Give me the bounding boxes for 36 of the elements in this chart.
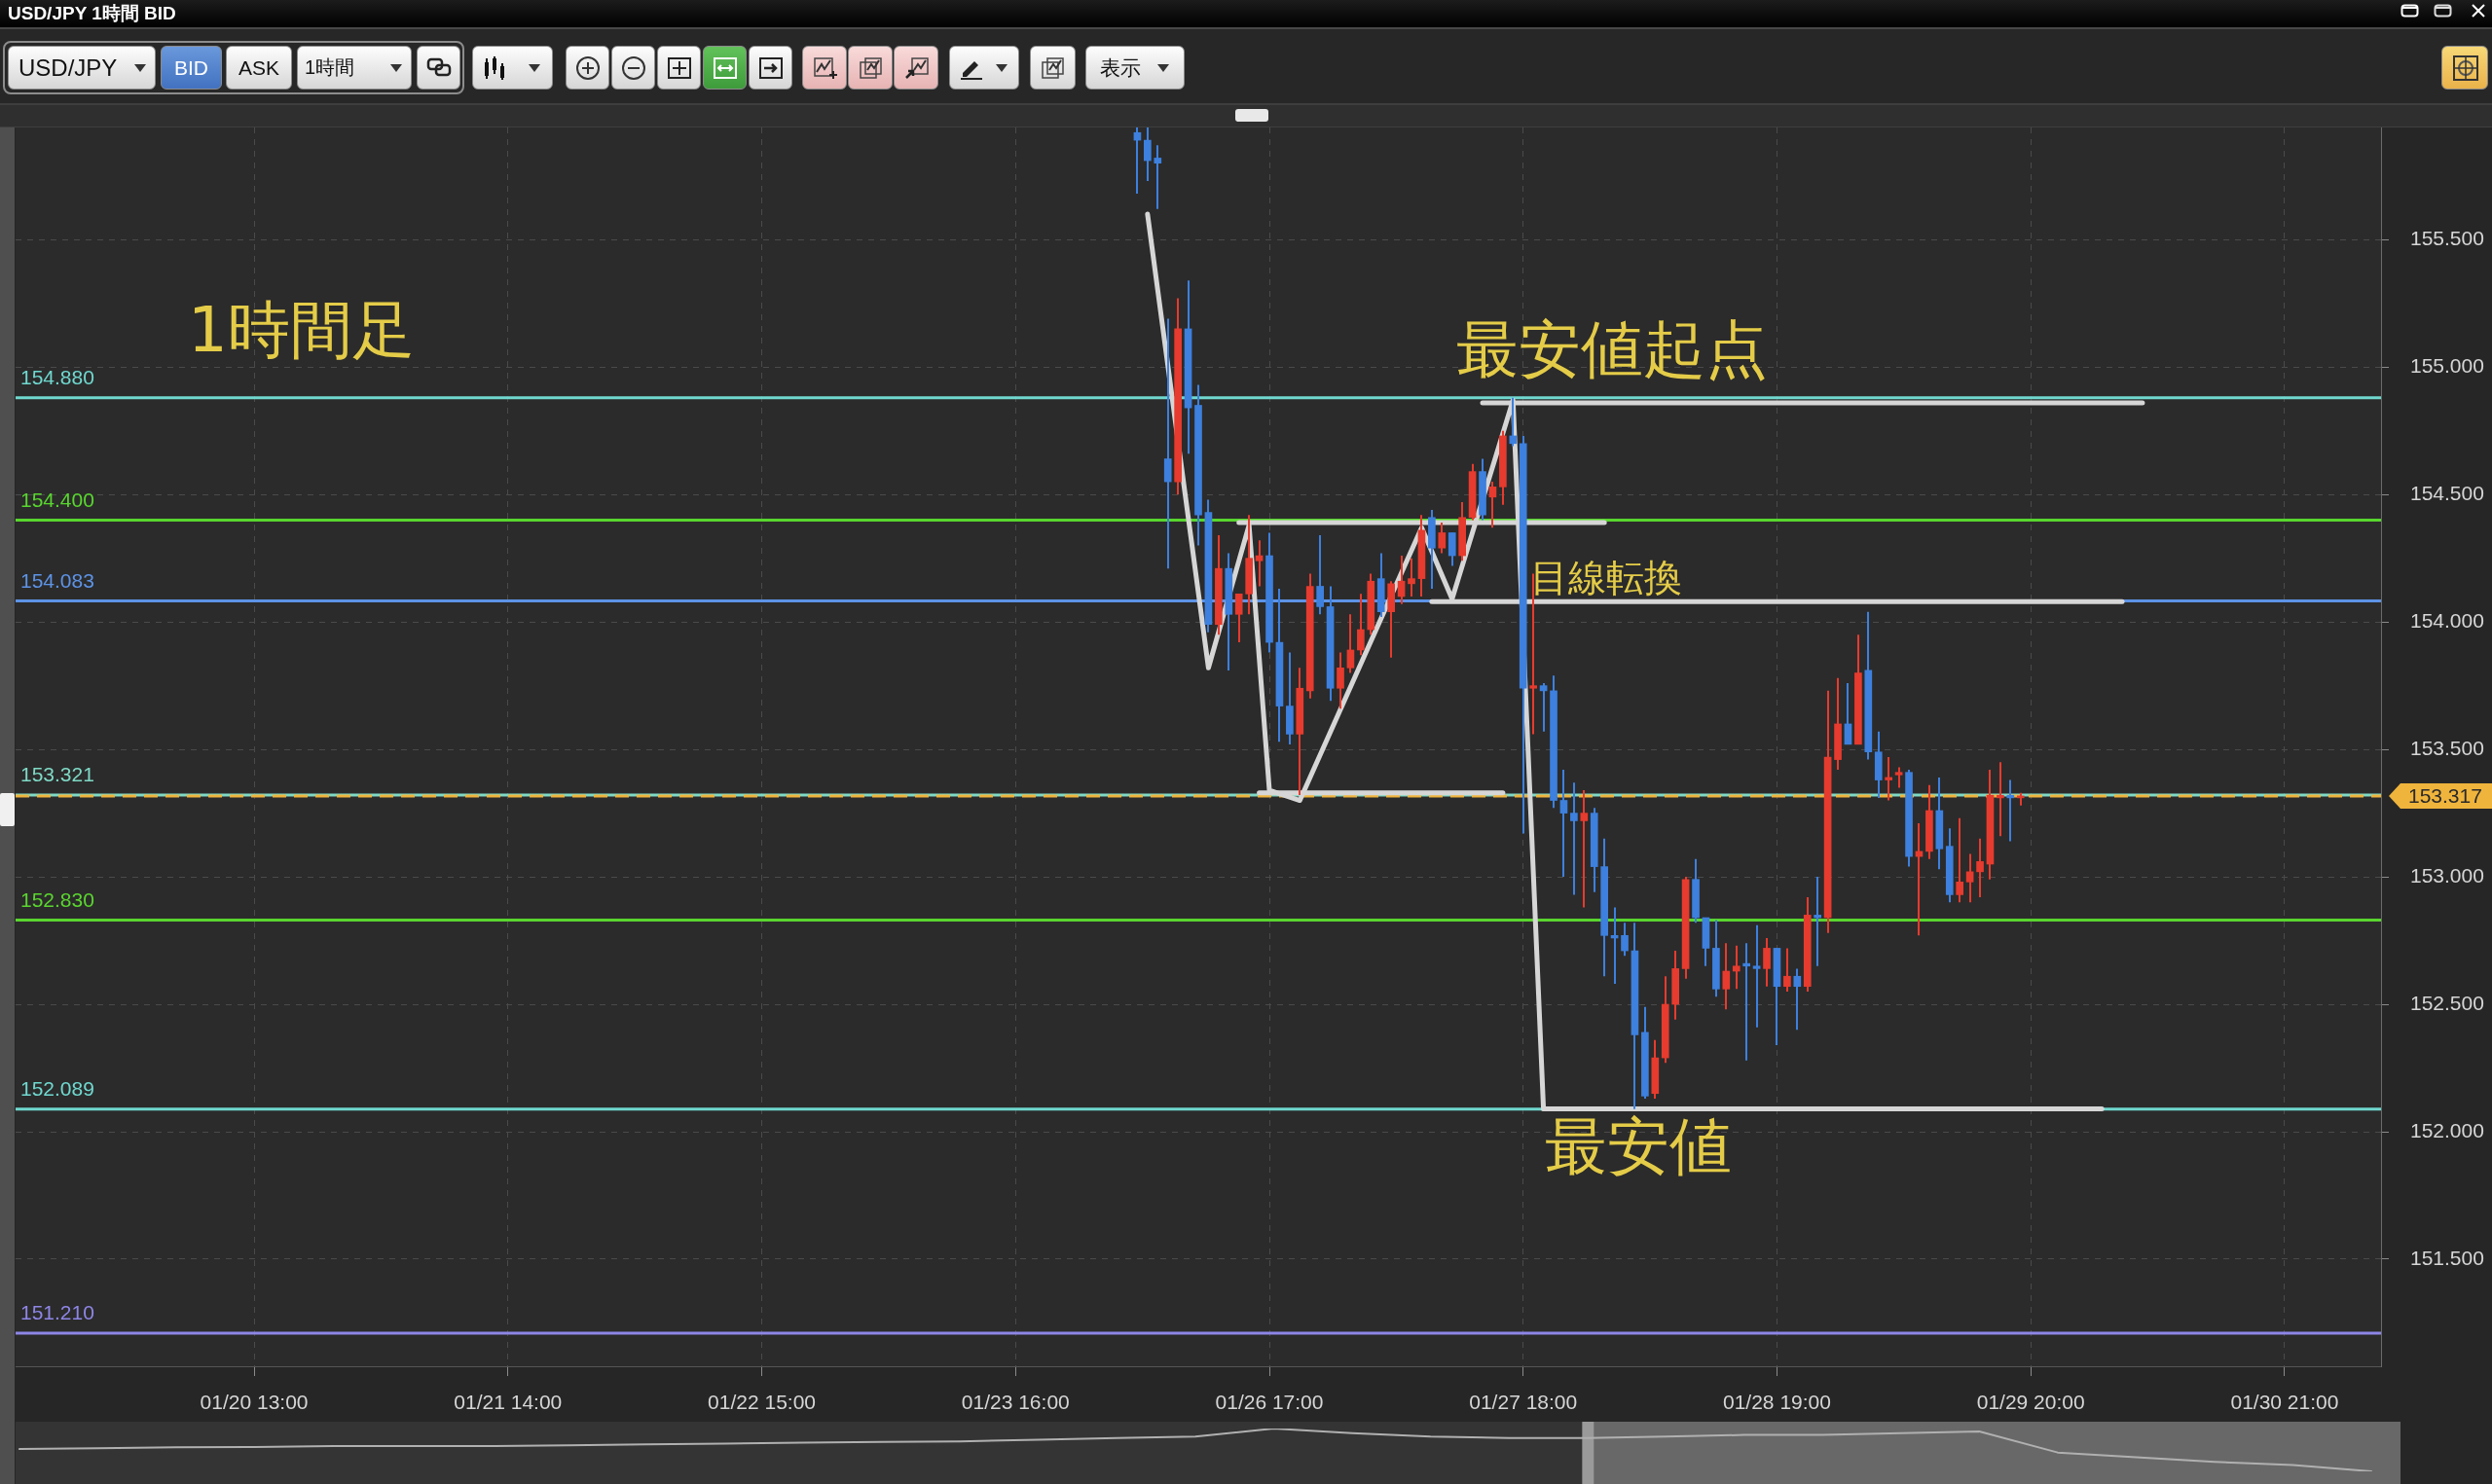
y-tick-label: 153.500: [2410, 736, 2484, 759]
x-tick-label: 01/27 18:00: [1469, 1391, 1578, 1414]
ref-line-label: 154.880: [20, 365, 94, 388]
y-tick-label: 155.000: [2410, 354, 2484, 378]
dropdown: 表示: [1085, 46, 1185, 90]
annotation: 目線転換: [1530, 556, 1682, 600]
ref-line-label: 154.400: [20, 488, 94, 511]
x-tick-label: 01/20 13:00: [200, 1391, 309, 1414]
y-tick-label: 152.500: [2410, 991, 2484, 1014]
annotation: 最安値: [1545, 1110, 1732, 1183]
annotation: 1時間足: [188, 293, 415, 366]
ref-line-label: 153.321: [20, 763, 94, 786]
button: BID: [161, 46, 222, 90]
y-tick-label: 155.500: [2410, 227, 2484, 250]
ref-line-label: 152.830: [20, 887, 94, 911]
x-tick-label: 01/23 16:00: [961, 1391, 1070, 1414]
x-tick-label: 01/30 21:00: [2230, 1391, 2339, 1414]
ref-line-label: 154.083: [20, 568, 94, 592]
x-tick-label: 01/22 15:00: [708, 1391, 817, 1414]
x-tick-label: 01/26 17:00: [1215, 1391, 1324, 1414]
x-tick-label: 01/29 20:00: [1976, 1391, 2085, 1414]
dropdown: 1時間: [297, 46, 412, 90]
y-tick-label: 151.500: [2410, 1246, 2484, 1269]
y-tick-label: 154.500: [2410, 481, 2484, 504]
ref-line-label: 152.089: [20, 1077, 94, 1101]
y-tick-label: 152.000: [2410, 1118, 2484, 1141]
ref-line-label: 151.210: [20, 1301, 94, 1324]
chart-title: USD/JPY 1時間 BID: [8, 2, 176, 25]
y-tick-label: 154.000: [2410, 608, 2484, 632]
annotation: 最安値起点: [1456, 313, 1768, 386]
y-tick-label: 153.000: [2410, 863, 2484, 887]
x-tick-label: 01/21 14:00: [454, 1391, 563, 1414]
dropdown: USD/JPY: [8, 46, 156, 90]
button: ASK: [226, 46, 292, 90]
x-tick-label: 01/28 19:00: [1722, 1391, 1831, 1414]
ref-line-label: 153.317: [2408, 783, 2482, 807]
